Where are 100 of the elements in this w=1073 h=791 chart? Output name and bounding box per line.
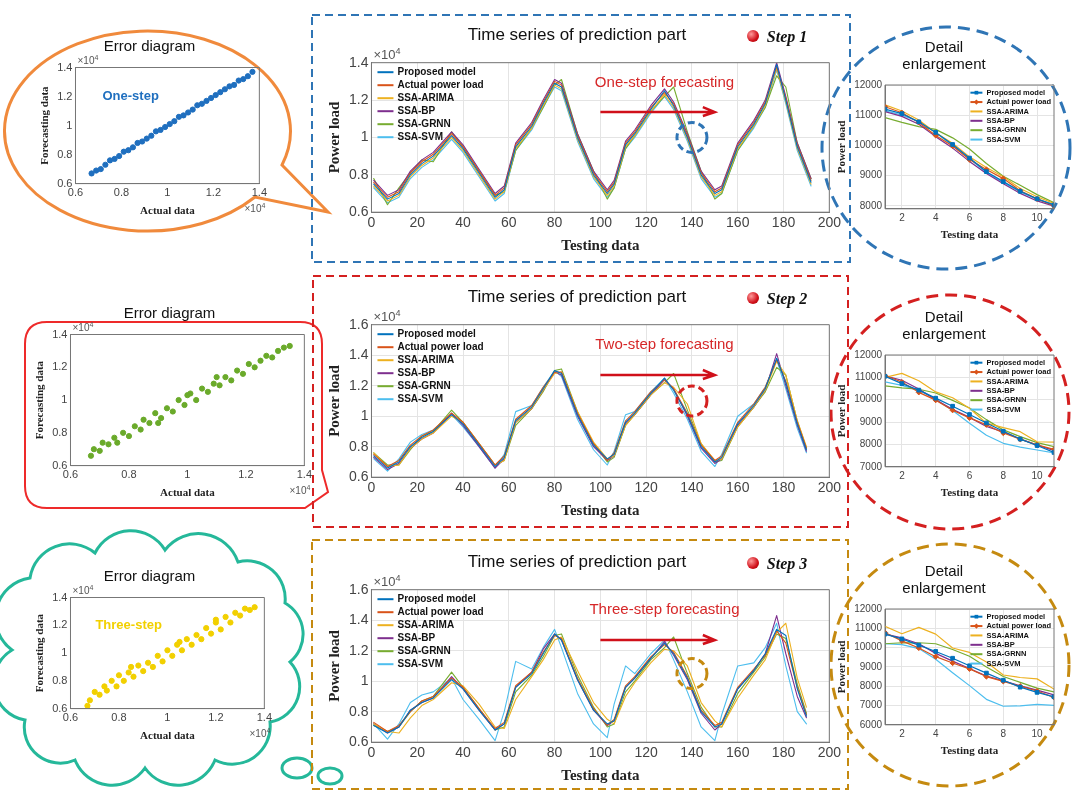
y-tick-label: 10000 xyxy=(854,641,883,653)
x-tick-label: 1 xyxy=(184,468,191,481)
x-tick-label: 1.2 xyxy=(238,468,254,481)
chart-title: Error diagram xyxy=(123,304,216,322)
x-tick-label: 0.8 xyxy=(121,468,137,481)
legend-label: Actual power load xyxy=(397,340,484,352)
y-axis-title: Power load xyxy=(325,364,342,437)
y-tick-label: 1.2 xyxy=(52,618,68,631)
legend-label: SSA-SVM xyxy=(397,130,444,142)
y-tick-label: 1.4 xyxy=(52,590,68,603)
y-tick-label: 10000 xyxy=(854,393,883,405)
y-tick-label: 1.4 xyxy=(348,53,369,70)
chart-title: Detail enlargement xyxy=(902,38,987,72)
x-tick-label: 4 xyxy=(932,469,939,481)
annotation: Two-step forecasting xyxy=(595,335,734,353)
annotation: One-step forecasting xyxy=(594,72,735,90)
x-axis-title: Testing data xyxy=(561,236,640,253)
x-tick-label: 10 xyxy=(1031,469,1044,481)
x-tick-label: 8 xyxy=(1000,211,1007,223)
x-tick-label: 60 xyxy=(501,744,517,761)
x-tick-label: 120 xyxy=(634,744,659,761)
y-tick-label: 8000 xyxy=(859,679,883,691)
y-tick-label: 11000 xyxy=(854,108,883,120)
y-tick-label: 12000 xyxy=(854,78,883,90)
x-tick-label: 120 xyxy=(634,214,659,231)
y-tick-label: 1.6 xyxy=(348,315,369,332)
legend-label: Actual power load xyxy=(397,605,484,617)
y-axis-title: Power load xyxy=(325,629,342,702)
x-tick-label: 0 xyxy=(367,744,376,761)
text: Step 1 xyxy=(766,28,808,46)
legend-label: SSA-BP xyxy=(397,104,436,116)
x-tick-label: 1.4 xyxy=(251,186,267,199)
legend-label: Actual power load xyxy=(397,78,484,90)
x-tick-label: 140 xyxy=(680,214,704,231)
legend-label: SSA-GRNN xyxy=(397,644,451,656)
x-tick-label: 1 xyxy=(164,186,171,199)
y-tick-label: 1 xyxy=(66,118,73,131)
legend-label: SSA-GRNN xyxy=(397,379,451,391)
y-tick-label: 1.2 xyxy=(57,89,73,102)
x-axis-title: Actual data xyxy=(140,729,196,742)
x-tick-label: 2 xyxy=(899,469,906,481)
x-tick-label: 2 xyxy=(899,727,906,739)
y-tick-label: 1.2 xyxy=(348,376,369,393)
x-tick-label: 6 xyxy=(966,211,973,223)
legend-label: SSA-BP xyxy=(397,366,436,378)
x-tick-label: 10 xyxy=(1031,727,1044,739)
x-tick-label: 160 xyxy=(726,479,750,496)
y-tick-label: 9000 xyxy=(859,169,883,181)
y-tick-label: 1.4 xyxy=(57,60,73,73)
x-tick-label: 140 xyxy=(680,479,704,496)
y-tick-label: 0.8 xyxy=(348,165,369,182)
x-tick-label: 1.4 xyxy=(256,711,272,724)
y-tick-label: 8000 xyxy=(859,438,883,450)
legend-label: SSA-ARIMA xyxy=(397,91,455,103)
y-tick-label: 1.2 xyxy=(348,90,369,107)
y-tick-label: 1 xyxy=(360,128,369,145)
x-axis-title: Testing data xyxy=(561,501,640,518)
y-tick-label: 8000 xyxy=(859,199,883,211)
y-tick-label: 1.2 xyxy=(52,360,68,373)
chart-title: Time series of prediction part xyxy=(467,552,687,572)
annotation: Three-step forecasting xyxy=(589,600,740,618)
x-tick-label: 100 xyxy=(588,214,613,231)
x-tick-label: 10 xyxy=(1031,211,1044,223)
y-axis-title: Forecasting data xyxy=(33,613,46,693)
x-tick-label: 100 xyxy=(588,744,613,761)
x-tick-label: 1.2 xyxy=(208,711,224,724)
x-tick-label: 0.8 xyxy=(111,711,127,724)
y-tick-label: 12000 xyxy=(854,602,883,614)
y-tick-label: 1 xyxy=(360,407,369,424)
x-tick-label: 20 xyxy=(409,479,426,496)
x-tick-label: 180 xyxy=(771,744,796,761)
y-tick-label: 9000 xyxy=(859,415,883,427)
y-tick-label: 1.2 xyxy=(348,641,369,658)
x-tick-label: 60 xyxy=(501,214,517,231)
y-axis-title: Power load xyxy=(325,100,342,174)
y-tick-label: 0.8 xyxy=(57,147,73,160)
x-tick-label: 120 xyxy=(634,479,659,496)
y-axis-title: Forecasting data xyxy=(33,360,46,440)
x-tick-label: 40 xyxy=(455,744,472,761)
y-tick-label: 0.8 xyxy=(52,673,68,686)
x-tick-label: 160 xyxy=(726,744,750,761)
x-tick-label: 180 xyxy=(771,214,796,231)
x-tick-label: 200 xyxy=(817,214,842,231)
y-tick-label: 1.4 xyxy=(348,346,369,363)
y-tick-label: 7000 xyxy=(859,460,883,472)
x-tick-label: 4 xyxy=(932,211,939,223)
x-tick-label: 40 xyxy=(455,214,472,231)
legend-label: SSA-ARIMA xyxy=(397,353,455,365)
chart-title: Time series of prediction part xyxy=(467,287,687,307)
x-tick-label: 80 xyxy=(546,744,563,761)
y-axis-title: Power load xyxy=(835,384,848,438)
x-tick-label: 6 xyxy=(966,727,973,739)
y-tick-label: 0.6 xyxy=(52,701,68,714)
x-tick-label: 8 xyxy=(1000,469,1007,481)
y-tick-label: 6000 xyxy=(859,718,883,730)
x-tick-label: 140 xyxy=(680,744,704,761)
y-tick-label: 1 xyxy=(61,646,68,659)
annotation: Three-step xyxy=(95,616,162,632)
chart-title: Time series of prediction part xyxy=(467,25,687,45)
x-tick-label: 0 xyxy=(367,214,376,231)
